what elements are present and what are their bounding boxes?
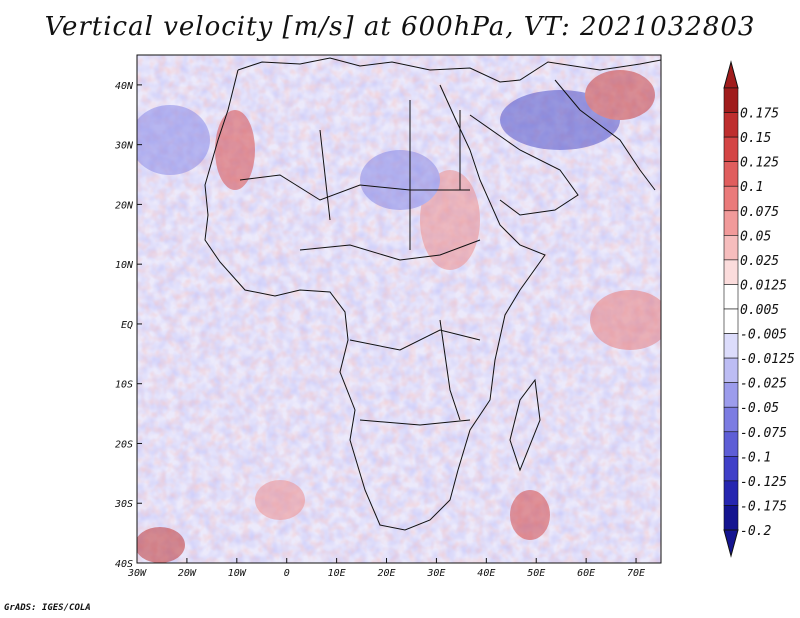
lat-tick-label: 10S [115,380,133,391]
colorbar-band [723,431,739,457]
lat-tick-label: 30S [114,499,133,510]
colorbar-label: -0.0125 [740,352,795,367]
longitude-axis: 30W 20W 10W 0 10E 20E 30E 40E 50E 60E 70E [127,558,645,579]
lat-tick-label: 20S [115,439,133,450]
colorbar-band [723,259,739,285]
lat-tick-label: EQ [121,320,133,331]
colorbar-band [723,333,739,359]
colorbar-label: -0.075 [740,426,787,441]
lon-tick-label: 30E [426,568,445,579]
colorbar-band [723,284,739,310]
colorbar: 0.175 0.15 0.125 0.1 0.075 0.05 0.025 0.0125 0.0… [723,60,795,558]
colorbar-label: -0.125 [740,475,787,490]
colorbar-band [723,235,739,261]
lon-tick-label: 10W [228,568,247,579]
colorbar-label: 0.05 [740,229,771,244]
map-frame [136,54,662,564]
colorbar-band [723,382,739,408]
colorbar-label: -0.1 [740,450,771,465]
lon-tick-label: 60E [577,568,595,579]
colorbar-band [723,456,739,482]
colorbar-band [723,112,739,138]
lat-tick-label: 40S [115,559,133,570]
colorbar-label: 0.075 [740,205,779,220]
colorbar-label: 0.175 [740,107,779,122]
lon-tick-label: 70E [627,568,645,579]
colorbar-band [723,505,739,531]
colorbar-band [723,357,739,383]
colorbar-label: 0.0125 [740,278,787,293]
lon-tick-label: 20E [377,568,395,579]
colorbar-label: 0.025 [740,254,779,269]
colorbar-label: -0.2 [740,524,771,539]
plot-title: Vertical velocity [m/s] at 600hPa, VT: 2… [44,12,756,42]
colorbar-band [723,308,739,334]
colorbar-lower-arrow [723,529,739,558]
lon-tick-label: 50E [527,568,545,579]
lat-tick-label: 40N [115,81,134,92]
colorbar-upper-arrow [723,60,739,89]
lat-tick-label: 10N [115,260,134,271]
colorbar-band [723,210,739,236]
lon-tick-label: 0 [284,568,290,579]
colorbar-band [723,136,739,162]
colorbar-label: -0.005 [740,328,787,343]
colorbar-label: 0.125 [740,156,779,171]
grads-credit: GrADS: IGES/COLA [4,603,91,613]
colorbar-label: -0.05 [740,401,779,416]
lon-tick-label: 40E [477,568,495,579]
lat-tick-label: 30N [114,141,134,152]
latitude-axis: 40N 30N 20N 10N EQ 10S 20S 30S 40S [114,81,142,570]
colorbar-band [723,406,739,433]
colorbar-band [723,161,739,187]
colorbar-band [723,185,739,212]
lon-tick-label: 10E [328,568,346,579]
colorbar-label: -0.025 [740,377,787,392]
lat-tick-label: 20N [115,200,134,211]
colorbar-label: 0.15 [740,131,771,146]
colorbar-label: 0.1 [740,180,763,195]
lon-tick-label: 30W [127,568,147,579]
colorbar-label: -0.175 [740,499,787,514]
lon-tick-label: 20W [178,568,197,579]
vertical-velocity-field [137,55,661,563]
colorbar-band [723,87,739,113]
colorbar-label: 0.005 [740,303,779,318]
colorbar-band [723,480,739,506]
